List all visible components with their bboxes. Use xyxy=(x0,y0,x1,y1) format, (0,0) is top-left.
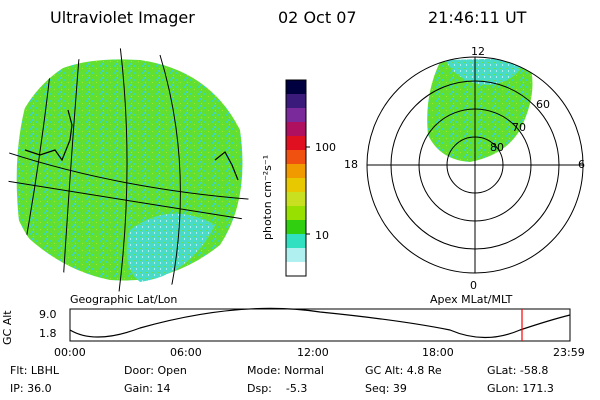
time-label: 21:46:11 UT xyxy=(428,8,527,27)
polar-map-label: Apex MLat/MLT xyxy=(430,293,513,306)
altitude-plot xyxy=(69,307,571,342)
colorbar-segment xyxy=(286,234,306,249)
time-tick-0600: 06:00 xyxy=(170,346,202,359)
geo-map-label: Geographic Lat/Lon xyxy=(70,293,178,306)
geo-haze-region xyxy=(126,213,215,282)
info-seq: Seq: 39 xyxy=(365,382,407,395)
colorbar-segment xyxy=(286,94,306,109)
mlt-label-0: 0 xyxy=(470,279,477,292)
colorbar-segment xyxy=(286,248,306,263)
colorbar-segment xyxy=(286,122,306,137)
colorbar-unit-label: photon cm⁻²s⁻¹ xyxy=(261,154,274,240)
colorbar-segment xyxy=(286,108,306,123)
altitude-curve xyxy=(69,307,571,339)
polar-emission-region xyxy=(427,60,533,162)
info-glon: GLon: 171.3 xyxy=(487,382,554,395)
info-flt: Flt: LBHL xyxy=(10,364,59,377)
time-tick-1800: 18:00 xyxy=(422,346,454,359)
alt-tick-9: 9.0 xyxy=(39,308,57,321)
date-label: 02 Oct 07 xyxy=(278,8,357,27)
time-tick-2359: 23:59 xyxy=(553,346,585,359)
geo-graticule xyxy=(8,48,252,292)
info-ip: IP: 36.0 xyxy=(10,382,52,395)
polar-plot xyxy=(366,56,584,274)
colorbar-segment xyxy=(286,178,306,193)
info-mode: Mode: Normal xyxy=(247,364,324,377)
mlat-label-70: 70 xyxy=(512,121,526,134)
mlat-label-60: 60 xyxy=(536,98,550,111)
coastline xyxy=(24,109,239,181)
info-gc-alt: GC Alt: 4.8 Re xyxy=(365,364,442,377)
mlt-label-6: 6 xyxy=(578,158,585,171)
polar-grid xyxy=(366,56,584,274)
colorbar-tick-100: 100 xyxy=(315,141,336,154)
time-tick-0000: 00:00 xyxy=(54,346,86,359)
geo-image xyxy=(8,48,252,292)
colorbar-segment xyxy=(286,220,306,235)
colorbar-tick-10: 10 xyxy=(315,229,329,242)
info-gain: Gain: 14 xyxy=(124,382,171,395)
colorbar-segment xyxy=(286,136,306,151)
time-tick-1200: 12:00 xyxy=(297,346,329,359)
colorbar-segment xyxy=(286,192,306,207)
colorbar-segment xyxy=(286,80,306,95)
info-dsp: Dsp: -5.3 xyxy=(247,382,308,395)
instrument-title: Ultraviolet Imager xyxy=(50,8,195,27)
colorbar xyxy=(285,79,310,277)
mlt-label-12: 12 xyxy=(471,45,485,58)
colorbar-segment xyxy=(286,262,306,277)
info-door: Door: Open xyxy=(124,364,187,377)
alt-tick-1-8: 1.8 xyxy=(39,327,57,340)
colorbar-segment xyxy=(286,164,306,179)
colorbar-segment xyxy=(286,150,306,165)
gc-alt-axis-label: GC Alt xyxy=(1,310,14,345)
colorbar-border xyxy=(285,79,307,277)
mlat-label-80: 80 xyxy=(490,141,504,154)
mlt-label-18: 18 xyxy=(344,158,358,171)
colorbar-segment xyxy=(286,206,306,221)
info-glat: GLat: -58.8 xyxy=(487,364,549,377)
